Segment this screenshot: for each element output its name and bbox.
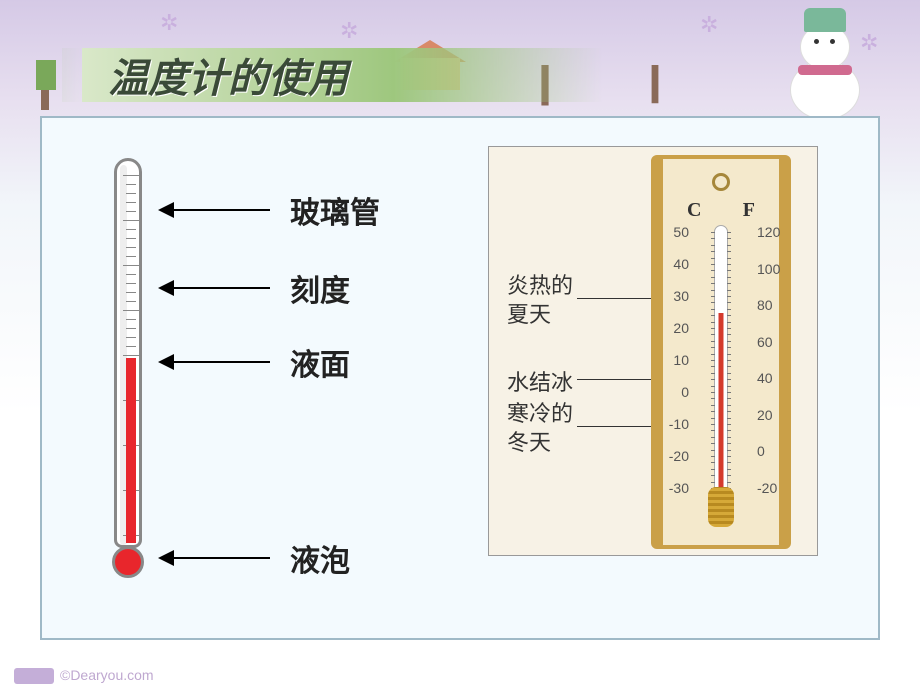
photo-annotation: 寒冷的冬天 [507, 400, 573, 457]
liquid-column [126, 358, 136, 543]
annotation-label: 液面 [290, 340, 350, 384]
unit-fahrenheit: F [743, 199, 755, 222]
capillary-tube [714, 225, 728, 495]
photo-bulb [708, 487, 734, 527]
thermometer-board: C F 50403020100-10-20-30 120100806040200… [651, 155, 791, 549]
photo-annotation: 水结冰 [507, 369, 573, 398]
snowman-icon [770, 0, 880, 120]
content-panel: 玻璃管刻度液面液泡 炎热的夏天水结冰寒冷的冬天 C F 50403020100-… [40, 116, 880, 640]
annotation-label: 玻璃管 [290, 188, 380, 232]
annotation-scale: 刻度 [160, 266, 350, 310]
glass-tube [114, 158, 142, 548]
thermometer-diagram [114, 158, 142, 578]
footer-credit: ©Dearyou.com [14, 667, 154, 684]
photo-annotation: 炎热的夏天 [507, 272, 573, 329]
slide-title-bar: 温度计的使用 [62, 48, 602, 102]
liquid-bulb [112, 546, 144, 578]
unit-celsius: C [687, 199, 701, 222]
annotation-bulb: 液泡 [160, 536, 350, 580]
title-bullet [36, 60, 56, 90]
annotation-label: 液泡 [290, 536, 350, 580]
thermometer-photo: 炎热的夏天水结冰寒冷的冬天 C F 50403020100-10-20-30 1… [488, 146, 818, 556]
annotation-surface: 液面 [160, 340, 350, 384]
annotation-glass_tube: 玻璃管 [160, 188, 380, 232]
slide-title: 温度计的使用 [108, 46, 348, 104]
annotation-label: 刻度 [290, 266, 350, 310]
